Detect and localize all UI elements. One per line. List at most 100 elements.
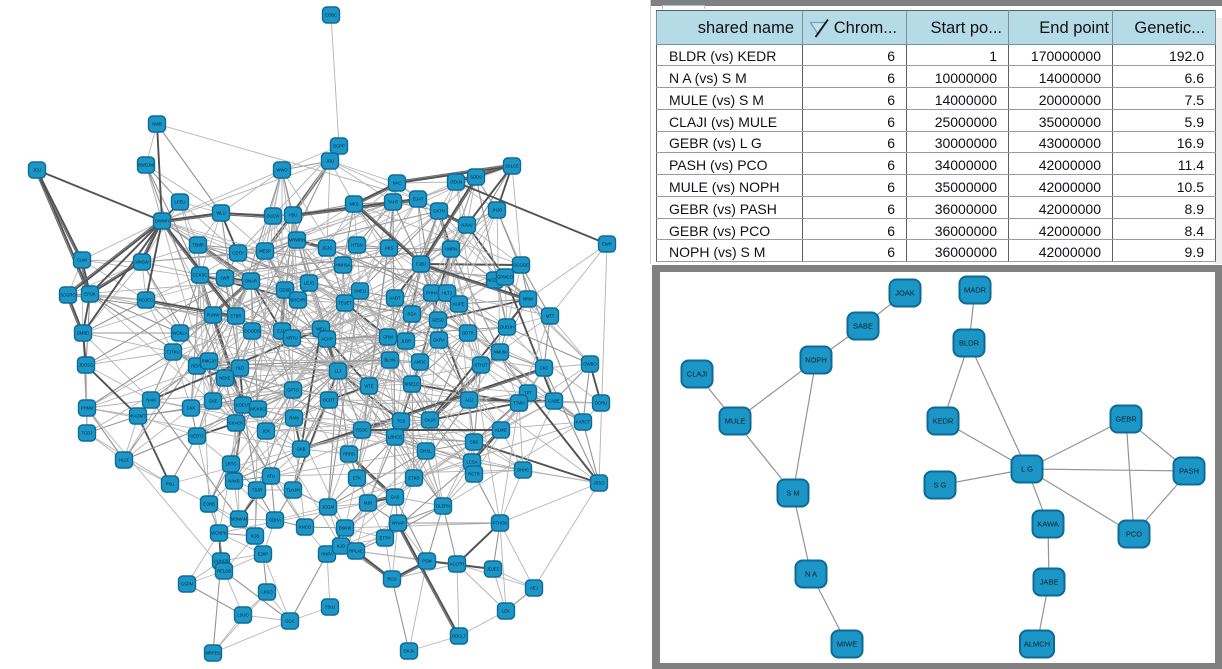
svg-text:TAHT: TAHT bbox=[388, 200, 399, 205]
svg-text:GDSB: GDSB bbox=[279, 288, 291, 293]
svg-text:TPT: TPT bbox=[524, 391, 532, 396]
svg-text:JBU: JBU bbox=[326, 159, 334, 164]
svg-text:RMCJP: RMCJP bbox=[202, 359, 217, 364]
svg-text:KEDR: KEDR bbox=[933, 417, 954, 426]
svg-text:TSJR: TSJR bbox=[252, 488, 262, 493]
svg-text:LPEU: LPEU bbox=[175, 200, 186, 205]
svg-text:NJUU: NJUU bbox=[461, 223, 472, 228]
svg-text:ODHA: ODHA bbox=[269, 518, 281, 523]
svg-text:CKACK: CKACK bbox=[229, 421, 244, 426]
svg-text:KJO: KJO bbox=[337, 544, 346, 549]
svg-text:OOODS: OOODS bbox=[244, 329, 260, 334]
svg-text:HMHSA: HMHSA bbox=[335, 263, 350, 268]
svg-text:GGC: GGC bbox=[285, 619, 295, 624]
svg-text:MRWRN: MRWRN bbox=[289, 238, 305, 243]
svg-text:TCS: TCS bbox=[397, 419, 406, 424]
svg-text:JDJEE: JDJEE bbox=[487, 567, 500, 572]
svg-text:MTT: MTT bbox=[546, 314, 555, 319]
svg-text:EJKP: EJKP bbox=[258, 552, 269, 557]
svg-text:OCGGE: OCGGE bbox=[513, 263, 529, 268]
svg-text:JDOSG: JDOSG bbox=[79, 363, 93, 368]
svg-text:CKTN: CKTN bbox=[433, 209, 444, 214]
svg-text:LSUO: LSUO bbox=[237, 613, 249, 618]
svg-text:GKE: GKE bbox=[209, 399, 218, 404]
svg-text:CRM: CRM bbox=[383, 335, 393, 340]
svg-text:NCDOH: NCDOH bbox=[487, 278, 502, 283]
svg-text:HLTJ: HLTJ bbox=[442, 291, 452, 296]
svg-text:PTHOK: PTHOK bbox=[493, 521, 508, 526]
svg-text:DORU: DORU bbox=[595, 401, 607, 406]
svg-text:LEK: LEK bbox=[502, 609, 510, 614]
svg-text:SCGRO: SCGRO bbox=[60, 293, 76, 298]
svg-text:BCPP: BCPP bbox=[333, 144, 345, 149]
svg-text:SDDS: SDDS bbox=[470, 175, 482, 180]
svg-text:PUNW: PUNW bbox=[207, 313, 220, 318]
svg-text:BSKW: BSKW bbox=[339, 526, 351, 531]
svg-text:ACKP: ACKP bbox=[321, 337, 333, 342]
svg-text:DUBJH: DUBJH bbox=[500, 325, 514, 330]
svg-text:GESD: GESD bbox=[432, 318, 444, 323]
svg-text:MKS: MKS bbox=[349, 202, 358, 207]
svg-text:HSU: HSU bbox=[289, 213, 298, 218]
svg-text:LCSA: LCSA bbox=[467, 460, 478, 465]
svg-text:NAC: NAC bbox=[393, 181, 402, 186]
svg-text:AMOC: AMOC bbox=[414, 360, 427, 365]
svg-text:JSSO: JSSO bbox=[594, 481, 606, 486]
svg-text:UUHCB: UUHCB bbox=[214, 559, 229, 564]
svg-text:MJN: MJN bbox=[364, 501, 373, 506]
svg-text:KDB: KDB bbox=[251, 534, 260, 539]
svg-text:RELSB: RELSB bbox=[217, 569, 231, 574]
svg-text:MRPEU: MRPEU bbox=[205, 651, 220, 656]
svg-text:BLHN: BLHN bbox=[384, 358, 395, 363]
svg-text:N A: N A bbox=[805, 570, 817, 579]
svg-text:CABE: CABE bbox=[548, 399, 560, 404]
svg-text:BDTR: BDTR bbox=[462, 331, 473, 336]
svg-text:EJJA: EJJA bbox=[277, 329, 287, 334]
svg-text:BLDR: BLDR bbox=[959, 339, 980, 348]
svg-text:NMUM: NMUM bbox=[493, 350, 507, 355]
svg-text:LWR: LWR bbox=[221, 276, 230, 281]
svg-text:TCDJ: TCDJ bbox=[82, 431, 93, 436]
svg-text:WGKLA: WGKLA bbox=[172, 331, 187, 336]
svg-text:KARCT: KARCT bbox=[576, 420, 591, 425]
svg-text:LLJ: LLJ bbox=[335, 369, 342, 374]
svg-text:KRTU: KRTU bbox=[286, 336, 297, 341]
svg-text:GPMCO: GPMCO bbox=[497, 275, 514, 280]
svg-text:L G: L G bbox=[1021, 465, 1033, 474]
svg-text:GSPM: GSPM bbox=[181, 582, 194, 587]
svg-text:ETBR: ETBR bbox=[230, 314, 241, 319]
svg-text:AUJ: AUJ bbox=[465, 398, 473, 403]
svg-text:TJTKU: TJTKU bbox=[166, 350, 179, 355]
svg-text:S G: S G bbox=[934, 481, 947, 490]
svg-text:MIWE: MIWE bbox=[837, 640, 857, 649]
svg-text:NRW: NRW bbox=[523, 297, 533, 302]
svg-text:NWB: NWB bbox=[152, 122, 162, 127]
svg-text:CKK: CKK bbox=[187, 406, 196, 411]
svg-text:CJDJ: CJDJ bbox=[416, 262, 426, 267]
svg-text:HLD: HLD bbox=[236, 366, 244, 371]
svg-text:KOEUT: KOEUT bbox=[236, 403, 251, 408]
svg-text:TSUJ: TSUJ bbox=[325, 605, 335, 610]
svg-text:BHCHR: BHCHR bbox=[291, 298, 306, 303]
svg-text:PSW: PSW bbox=[422, 559, 432, 564]
svg-text:PASH: PASH bbox=[1179, 467, 1199, 476]
svg-text:CCKSC: CCKSC bbox=[193, 273, 208, 278]
svg-text:HTSN: HTSN bbox=[351, 243, 362, 248]
svg-text:SSLCE: SSLCE bbox=[505, 164, 519, 169]
svg-text:JGJC: JGJC bbox=[322, 246, 332, 251]
svg-text:WLU: WLU bbox=[216, 211, 225, 216]
svg-text:KLWE: KLWE bbox=[495, 428, 507, 433]
svg-text:RAOMT: RAOMT bbox=[130, 414, 146, 419]
svg-text:GKRA: GKRA bbox=[433, 338, 445, 343]
svg-text:DMBD: DMBD bbox=[77, 331, 89, 336]
svg-text:KEBTJ: KEBTJ bbox=[190, 434, 203, 439]
svg-text:WCNPK: WCNPK bbox=[211, 531, 227, 536]
svg-text:JLBR: JLBR bbox=[401, 339, 411, 344]
svg-text:GKB: GKB bbox=[297, 447, 306, 452]
svg-text:OEKN: OEKN bbox=[450, 180, 462, 185]
svg-text:EWR: EWR bbox=[602, 242, 612, 247]
svg-text:TLHJM: TLHJM bbox=[286, 488, 300, 493]
svg-text:ETKD: ETKD bbox=[408, 476, 419, 481]
svg-text:KAWA: KAWA bbox=[1037, 520, 1059, 529]
svg-text:JCGM: JCGM bbox=[322, 505, 334, 510]
